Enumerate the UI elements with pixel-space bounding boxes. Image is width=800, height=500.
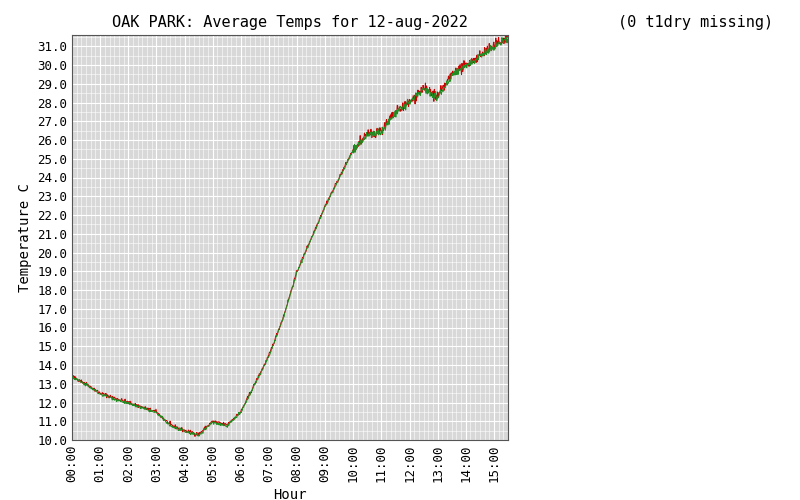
X-axis label: Hour: Hour [274, 488, 306, 500]
Text: OAK PARK: Average Temps for 12-aug-2022: OAK PARK: Average Temps for 12-aug-2022 [112, 15, 468, 30]
Y-axis label: Temperature C: Temperature C [18, 183, 31, 292]
Text: (0 t1dry missing): (0 t1dry missing) [618, 15, 774, 30]
